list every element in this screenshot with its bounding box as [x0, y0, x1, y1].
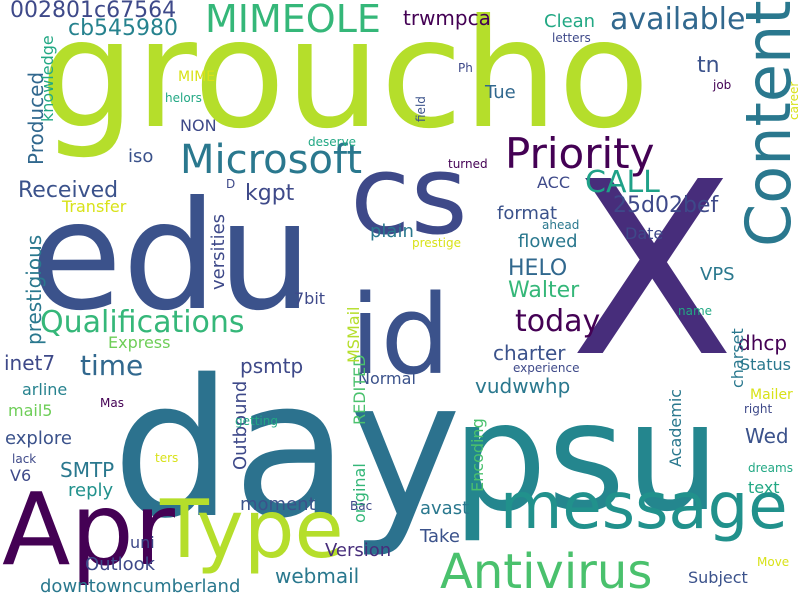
word-format: format — [497, 203, 558, 224]
word-dhcp: dhcp — [738, 331, 788, 355]
word-status: Status — [740, 355, 791, 374]
word-x: X — [570, 130, 735, 410]
word-qualifications: Qualifications — [40, 305, 245, 340]
word-inet7: inet7 — [4, 351, 56, 375]
word-bac: Bac — [350, 499, 373, 513]
word-mail5: mail5 — [8, 401, 53, 420]
word-mas: Mas — [100, 396, 124, 410]
word-prestigious: prestigious — [22, 234, 46, 345]
word-experience: experience — [513, 361, 580, 375]
word-type: Type — [160, 483, 344, 576]
word-transfer: Transfer — [62, 197, 127, 216]
word-day: day — [112, 339, 462, 560]
word-right: right — [744, 402, 773, 416]
word-ph: Ph — [458, 61, 473, 75]
word-ahead: ahead — [542, 218, 580, 232]
word-today: today — [515, 304, 601, 339]
word-mailer: Mailer — [750, 387, 793, 403]
word-message: message — [500, 470, 788, 544]
word-job: job — [713, 78, 732, 92]
word-lack: lack — [12, 452, 37, 466]
word-explore: explore — [5, 428, 72, 449]
word-move: Move — [757, 555, 790, 569]
word-groucho: groucho — [40, 0, 650, 162]
word-kgpt: kgpt — [245, 181, 295, 206]
word-outlook: Outlook — [85, 554, 156, 575]
word-webmail: webmail — [275, 564, 360, 588]
word-content: Content — [732, 0, 800, 247]
word-original: original — [350, 463, 369, 523]
word-non: NON — [180, 116, 217, 135]
word-psu: psu — [452, 371, 721, 545]
word-psmtp: psmtp — [240, 354, 304, 378]
word-microsoft: Microsoft — [180, 137, 363, 183]
word-subject: Subject — [688, 568, 748, 587]
word-available: available — [610, 2, 746, 37]
word-turned: turned — [448, 157, 488, 171]
word-academic: Academic — [666, 388, 685, 467]
word-priority: Priority — [505, 129, 655, 178]
word-d: D — [226, 177, 236, 191]
word-v6: V6 — [10, 466, 32, 485]
word-versities: versities — [208, 213, 229, 290]
word-trwmpca: trwmpca — [403, 6, 491, 30]
word-prestige: prestige — [412, 236, 461, 250]
word-arline: arline — [22, 380, 68, 399]
word-downtowncumberland: downtowncumberland — [40, 576, 241, 597]
word-mimeole: MIMEOLE — [205, 0, 381, 41]
word-smtp: SMTP — [60, 458, 115, 482]
word-edu: edu — [30, 170, 313, 344]
word-name: name — [678, 304, 713, 318]
word-avast: avast — [420, 498, 470, 519]
word-received: Received — [18, 178, 119, 203]
word-charter: charter — [493, 341, 566, 365]
word-time: time — [80, 349, 144, 382]
word-deserve: deserve — [308, 135, 357, 149]
word-7bit: 7bit — [294, 289, 326, 308]
word-antivirus: Antivirus — [440, 544, 653, 600]
word-iso: iso — [128, 146, 154, 167]
word-apr: Apr — [2, 471, 175, 588]
word-text: text — [748, 478, 780, 497]
word-cb545980: cb545980 — [68, 16, 179, 41]
word-uni: uni — [130, 533, 155, 552]
word-reply: reply — [68, 480, 114, 501]
word-normal: Normal — [358, 369, 416, 388]
word-clean: Clean — [544, 11, 596, 32]
word-helo: HELO — [508, 256, 568, 281]
word-mime: MIME — [178, 69, 216, 85]
word-ters: ters — [155, 451, 179, 465]
word-moment: moment — [240, 494, 316, 515]
word-knowledge: knowledge — [38, 35, 57, 122]
word-id: id — [350, 271, 451, 399]
word-date: Date — [625, 224, 664, 243]
word-vudwwhp: vudwwhp — [475, 374, 571, 398]
word-getting: getting — [235, 414, 278, 428]
word-tn: tn — [697, 53, 720, 78]
word-call: CALL — [585, 165, 660, 200]
word-flowed: flowed — [518, 231, 578, 252]
word-redited: REDITED — [350, 354, 369, 425]
word-002801c67564: 002801c67564 — [10, 0, 177, 23]
word-take: Take — [420, 526, 460, 547]
word-walter: Walter — [508, 278, 580, 303]
word-25d02bef: 25d02bef — [613, 193, 719, 218]
word-encoding: Encoding — [468, 418, 487, 492]
word-plain: plain — [370, 221, 414, 242]
word-msmail: MSMail — [344, 306, 363, 363]
word-career: career — [787, 81, 800, 120]
word-tue: Tue — [485, 82, 516, 103]
word-letters: letters — [552, 31, 591, 45]
word-cs: cs — [350, 131, 468, 259]
word-vps: VPS — [700, 264, 735, 285]
word-wed: Wed — [745, 424, 789, 448]
word-acc: ACC — [537, 173, 571, 192]
word-express: Express — [108, 333, 171, 352]
word-dreams: dreams — [748, 461, 793, 475]
word-version: Version — [325, 540, 392, 561]
word-helors: helors — [165, 91, 202, 105]
word-field: field — [414, 96, 428, 122]
